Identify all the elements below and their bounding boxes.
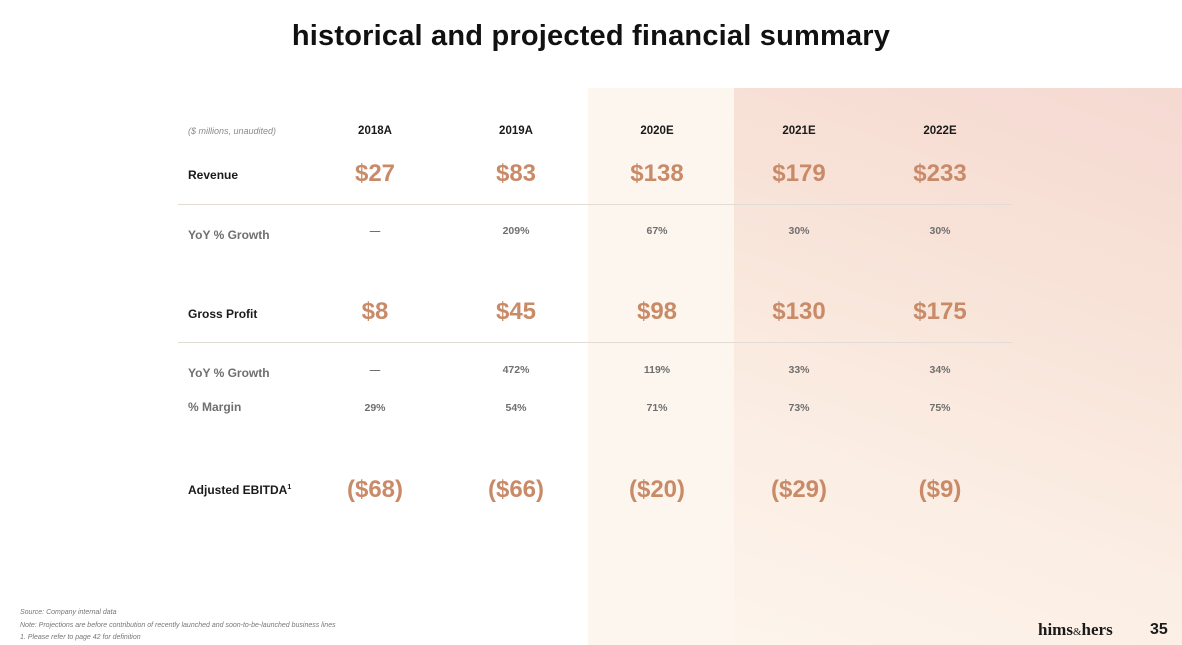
revenue-2022: $233	[913, 160, 967, 187]
gross-profit-2018: $8	[361, 298, 389, 325]
ebitda-label: Adjusted EBITDA1	[188, 483, 291, 497]
ebitda-2018: ($68)	[346, 476, 404, 503]
ebitda-2021: ($29)	[770, 476, 828, 503]
margin-label: % Margin	[188, 400, 242, 414]
revenue-growth-2019: 209%	[502, 225, 530, 237]
gross-profit-growth-2019: 472%	[502, 364, 530, 376]
year-header-2021: 2021E	[782, 125, 816, 137]
logo-ampersand: &	[1072, 626, 1082, 638]
page-title: historical and projected financial summa…	[291, 20, 891, 52]
revenue-2018: $27	[354, 160, 396, 187]
ebitda-footnote-marker: 1	[287, 484, 292, 491]
revenue-2020: $138	[630, 160, 684, 187]
ebitda-2022: ($9)	[918, 476, 962, 503]
revenue-growth-2021: 30%	[788, 225, 810, 237]
year-header-2020: 2020E	[640, 125, 674, 137]
units-note: ($ millions, unaudited)	[188, 126, 277, 136]
revenue-growth-2022: 30%	[929, 225, 951, 237]
revenue-growth-label: YoY % Growth	[188, 228, 270, 242]
margin-2022: 75%	[929, 402, 951, 414]
ebitda-label-text: Adjusted EBITDA	[188, 483, 288, 497]
gross-profit-growth-2018: —	[369, 364, 381, 376]
ebitda-2019: ($66)	[487, 476, 545, 503]
gross-profit-growth-2020: 119%	[643, 364, 671, 376]
gross-profit-label: Gross Profit	[188, 307, 258, 321]
hims-hers-logo: hims&hers	[1038, 620, 1113, 640]
revenue-growth-2018: —	[369, 225, 381, 237]
gross-profit-growth-label: YoY % Growth	[188, 366, 270, 380]
margin-2019: 54%	[505, 402, 527, 414]
ebitda-2020: ($20)	[628, 476, 686, 503]
gross-profit-2022: $175	[913, 298, 967, 325]
margin-2021: 73%	[788, 402, 810, 414]
highlight-band-2020	[588, 88, 734, 645]
revenue-2021: $179	[772, 160, 826, 187]
logo-part2: hers	[1081, 620, 1113, 639]
footnote-definition: 1. Please refer to page 42 for definitio…	[20, 634, 141, 641]
year-header-2022: 2022E	[923, 125, 957, 137]
gross-profit-growth-2021: 33%	[788, 364, 810, 376]
year-header-2018: 2018A	[358, 125, 392, 137]
row-divider	[178, 204, 1012, 205]
logo-part1: hims	[1038, 620, 1073, 639]
revenue-growth-2020: 67%	[646, 225, 668, 237]
page-number: 35	[1150, 621, 1168, 638]
gross-profit-growth-2022: 34%	[929, 364, 951, 376]
revenue-label: Revenue	[188, 168, 239, 182]
margin-2018: 29%	[364, 402, 386, 414]
footnotes: Source: Company internal data Note: Proj…	[20, 607, 336, 645]
revenue-2019: $83	[495, 160, 537, 187]
footnote-note: Note: Projections are before contributio…	[20, 621, 336, 629]
gross-profit-2020: $98	[636, 298, 678, 325]
footnote-source: Source: Company internal data	[20, 609, 117, 616]
highlight-band-projections	[734, 88, 1182, 645]
gross-profit-2021: $130	[772, 298, 826, 325]
margin-2020: 71%	[646, 402, 668, 414]
gross-profit-2019: $45	[495, 298, 537, 325]
row-divider	[178, 342, 1012, 343]
year-header-2019: 2019A	[499, 125, 533, 137]
